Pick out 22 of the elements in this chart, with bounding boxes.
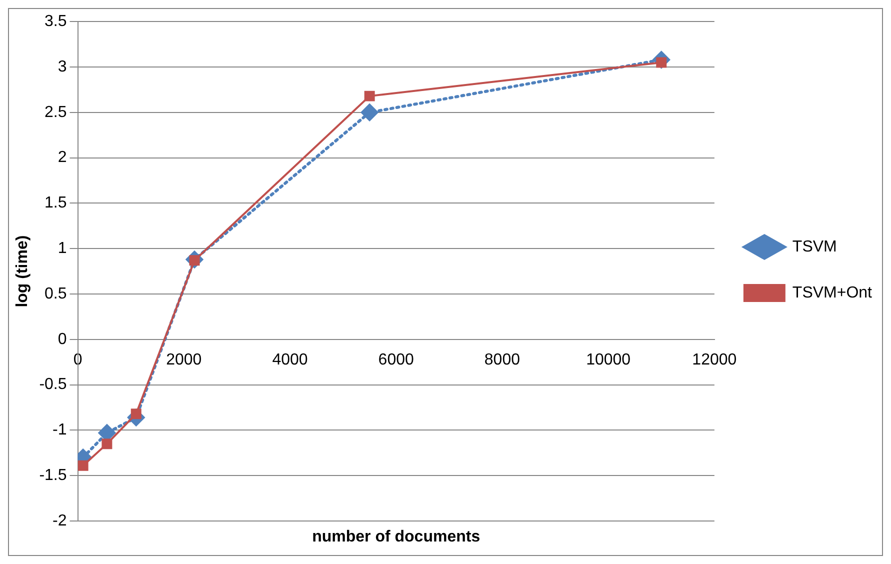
x-tick-label: 2000: [166, 351, 202, 368]
y-tick-label: 2.5: [44, 104, 67, 121]
y-tick-label: -0.5: [39, 376, 67, 394]
x-tick-label: 4000: [272, 351, 308, 368]
y-tick-label: -1: [52, 422, 67, 439]
y-tick-label: 3.5: [44, 13, 67, 30]
x-tick-label: 10000: [586, 351, 631, 368]
y-tick-label: -2: [52, 512, 67, 530]
y-tick-label: 1.5: [44, 194, 67, 212]
x-tick-label: 8000: [484, 351, 520, 368]
x-tick-label: 12000: [692, 351, 737, 368]
y-tick-label: 0: [58, 330, 67, 348]
y-tick-label: 1: [58, 240, 67, 258]
y-tick-label: 2: [58, 149, 67, 166]
y-axis-title: log (time): [14, 235, 32, 308]
legend-label: TSVM: [792, 238, 837, 256]
x-axis-title: number of documents: [312, 528, 480, 546]
y-tick-label: -1.5: [39, 467, 67, 484]
y-tick-label: 3: [58, 58, 67, 76]
legend-label: TSVM+Ont: [792, 284, 873, 302]
y-tick-label: 0.5: [44, 285, 67, 302]
x-tick-label: 6000: [378, 351, 414, 368]
